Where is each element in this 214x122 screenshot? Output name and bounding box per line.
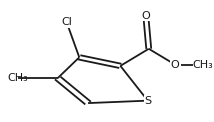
Text: CH₃: CH₃ (7, 73, 28, 83)
Text: Cl: Cl (61, 17, 72, 27)
Text: O: O (171, 60, 180, 70)
Text: O: O (141, 11, 150, 21)
Text: S: S (144, 96, 151, 106)
Text: CH₃: CH₃ (193, 60, 214, 70)
